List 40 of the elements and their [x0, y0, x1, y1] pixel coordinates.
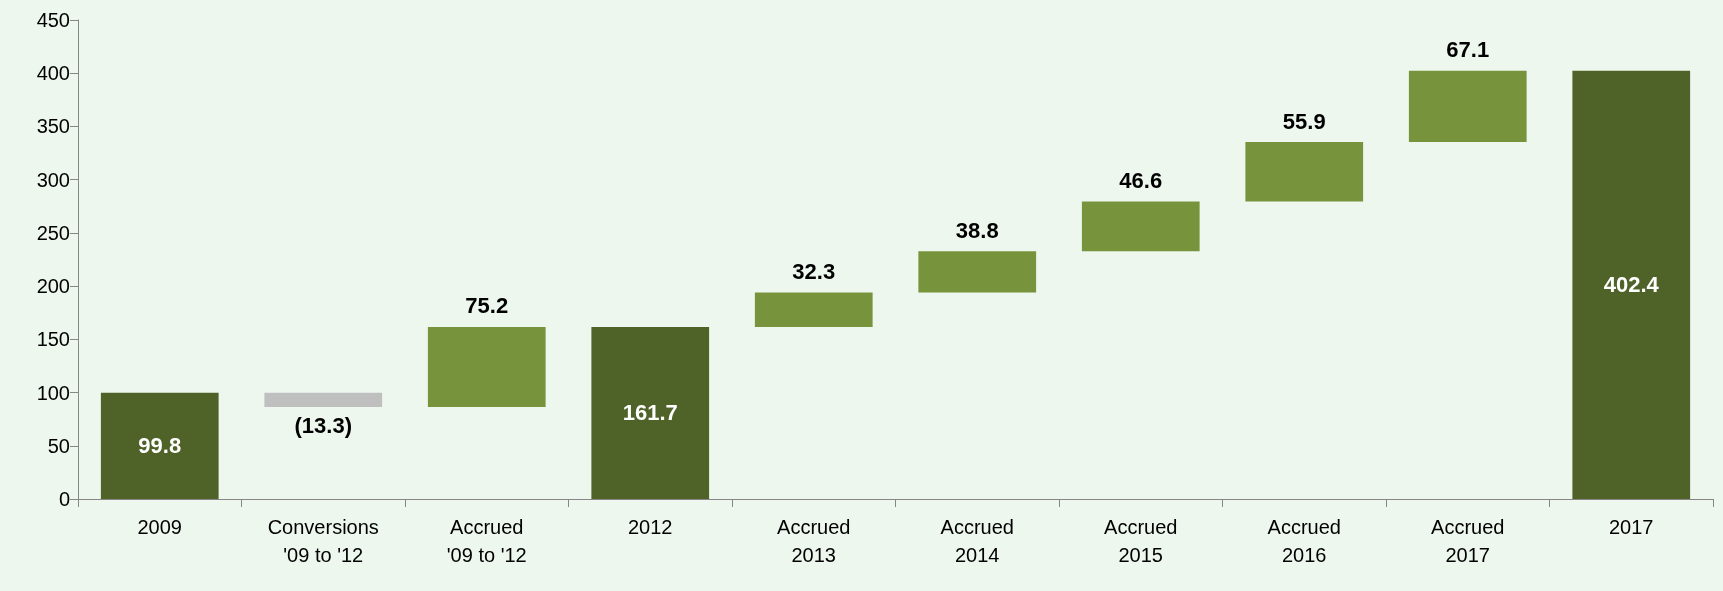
- bar: [1408, 70, 1527, 143]
- x-tick-label: Accrued 2016: [1267, 516, 1341, 566]
- y-tick-label: 300: [36, 168, 70, 191]
- y-tick-label: 0: [58, 488, 70, 510]
- y-tick-label: 200: [36, 275, 70, 298]
- data-label: 161.7: [622, 400, 678, 426]
- data-label: 99.8: [138, 433, 182, 459]
- data-label: 67.1: [1446, 37, 1490, 63]
- bar: [754, 292, 873, 327]
- bar: [918, 251, 1037, 293]
- x-tick-label: 2012: [628, 516, 673, 538]
- data-label: 32.3: [792, 259, 836, 284]
- bar: [100, 392, 219, 499]
- bar: [1245, 142, 1364, 202]
- x-tick-label: 2009: [137, 516, 182, 538]
- x-tick-label: Accrued '09 to '12: [446, 516, 527, 566]
- y-tick-label: 100: [36, 381, 70, 404]
- x-tick-label: Accrued 2015: [1104, 516, 1178, 566]
- y-tick-label: 50: [47, 434, 70, 457]
- x-tick-label: 2017: [1609, 516, 1654, 538]
- bar: [1081, 201, 1200, 252]
- data-label: (13.3): [294, 413, 352, 439]
- x-tick-label: Conversions '09 to '12: [267, 516, 379, 566]
- data-label: 75.2: [465, 293, 509, 319]
- x-tick-label: Accrued 2017: [1431, 516, 1505, 566]
- y-tick-label: 150: [36, 328, 70, 351]
- bar: [1572, 70, 1691, 499]
- x-tick-label: Accrued 2013: [777, 516, 851, 566]
- y-tick-label: 400: [36, 62, 70, 85]
- data-label: 46.6: [1119, 168, 1163, 194]
- data-label: 55.9: [1282, 108, 1326, 134]
- y-tick-label: 350: [36, 115, 70, 138]
- bar: [591, 326, 710, 499]
- bar: [427, 326, 546, 407]
- y-tick-label: 450: [36, 9, 70, 31]
- data-label: 38.8: [955, 217, 999, 243]
- y-tick-label: 250: [36, 221, 70, 244]
- data-label: 402.4: [1603, 272, 1660, 298]
- x-tick-label: Accrued 2014: [940, 516, 1014, 566]
- bar: [264, 392, 383, 407]
